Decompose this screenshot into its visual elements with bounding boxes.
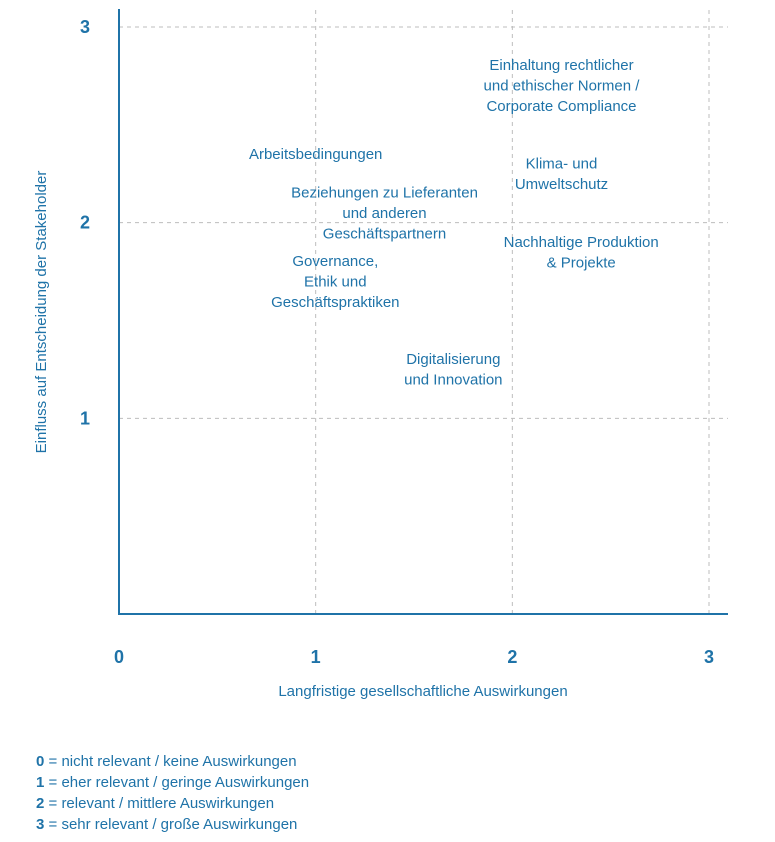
- x-tick-label-3: 3: [704, 647, 714, 667]
- legend-text: = nicht relevant / keine Auswirkungen: [44, 753, 297, 770]
- legend-key: 1: [36, 774, 45, 791]
- data-point-label-4: Beziehungen zu Lieferanten und anderen Ges…: [291, 184, 478, 242]
- legend-text: = sehr relevant / große Auswirkungen: [44, 816, 298, 833]
- legend-key: 2: [36, 795, 45, 812]
- data-point-label-3: Klima- und Umweltschutz: [515, 156, 608, 194]
- legend-row-3: 3 = sehr relevant / große Auswirkungen: [36, 814, 309, 835]
- tick-labels: 0 1 2 3 1 2 3: [80, 17, 714, 667]
- legend-row-1: 1 = eher relevant / geringe Auswirkungen: [36, 772, 309, 793]
- legend-key: 3: [36, 816, 45, 833]
- grid-lines: [119, 10, 728, 614]
- axes: [118, 9, 728, 615]
- data-point-label-2: Arbeitsbedingungen: [249, 146, 382, 163]
- point-labels: Einhaltung rechtlicher und ethischer Norm…: [249, 57, 659, 388]
- scale-legend: 0 = nicht relevant / keine Auswirkungen 1…: [36, 751, 309, 835]
- data-point-label-6: Governance, Ethik und Geschäftspraktiken: [271, 253, 399, 311]
- x-axis-title: Langfristige gesellschaftliche Auswirkun…: [278, 683, 567, 700]
- data-point-label-1: Einhaltung rechtlicher und ethischer Norm…: [484, 57, 641, 115]
- legend-text: = relevant / mittlere Auswirkungen: [44, 795, 275, 812]
- legend-text: = eher relevant / geringe Auswirkungen: [44, 774, 310, 791]
- y-axis-title: Einfluss auf Entscheidung der Stakeholde…: [33, 171, 50, 454]
- legend-row-0: 0 = nicht relevant / keine Auswirkungen: [36, 751, 309, 772]
- materiality-chart: 0 1 2 3 1 2 3 Einhaltung rechtlicher und ethisc…: [33, 9, 728, 700]
- x-tick-label-2: 2: [507, 647, 517, 667]
- x-tick-label-0: 0: [114, 647, 124, 667]
- legend-key: 0: [36, 753, 45, 770]
- y-tick-label-1: 1: [80, 408, 90, 428]
- x-tick-label-1: 1: [311, 647, 321, 667]
- y-tick-label-3: 3: [80, 17, 90, 37]
- data-point-label-5: Nachhaltige Produktion & Projekte: [504, 234, 659, 272]
- legend-row-2: 2 = relevant / mittlere Auswirkungen: [36, 793, 309, 814]
- data-point-label-7: Digitalisierung und Innovation: [404, 351, 502, 389]
- y-tick-label-2: 2: [80, 213, 90, 233]
